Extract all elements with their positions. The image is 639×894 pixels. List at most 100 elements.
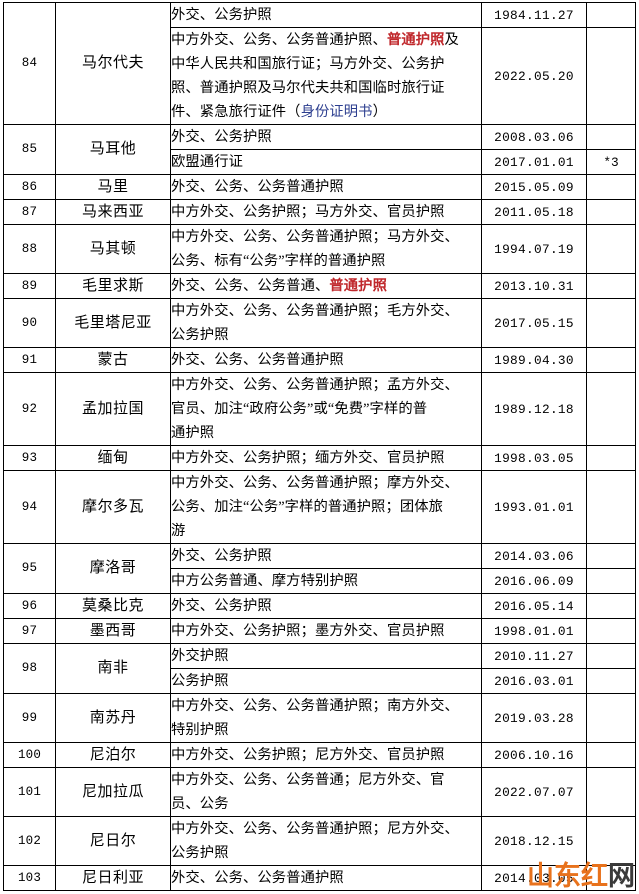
country-name-cell: 马耳他 — [55, 124, 171, 175]
effective-date-cell: 1989.12.18 — [481, 372, 587, 446]
plain-text: 公务、标有“公务”字样的普通护照 — [171, 253, 386, 269]
table-row: 99 南苏丹 中方外交、公务、公务普通护照；南方外交、 特别护照 2019.03.28 — [3, 693, 636, 743]
row-number-cell: 97 — [3, 618, 56, 644]
table-row: 91 蒙古 外交、公务、公务普通护照 1989.04.30 — [3, 347, 636, 373]
footnote-cell — [586, 199, 636, 225]
passport-types-cell: 中方外交、公务、公务普通护照；尼方外交、 公务护照 — [170, 816, 482, 866]
plain-text: 官员、加注“政府公务”或“免费”字样的普 — [171, 401, 428, 417]
country-name-cell: 莫桑比克 — [55, 593, 171, 619]
plain-text: 中华人民共和国旅行证；马方外交、公务护 — [171, 56, 445, 72]
table-row: 中方公务普通、摩方特别护照 2016.06.09 — [4, 568, 636, 594]
passport-types-cell: 外交、公务、公务普通、普通护照 — [170, 273, 482, 299]
table-row: 中方外交、公务、公务普通护照、普通护照及中华人民共和国旅行证；马方外交、公务护照… — [4, 27, 636, 125]
passport-types-line: 员、公务 — [171, 792, 481, 816]
plain-text: 外交、公务护照 — [171, 129, 272, 145]
effective-date-cell: 2022.07.07 — [481, 767, 587, 817]
plain-text: 件、紧急旅行证件（ — [171, 104, 301, 120]
row-number-cell: 88 — [3, 224, 56, 274]
passport-types-line: 外交、公务、公务普通护照 — [171, 866, 481, 890]
passport-types-line: 公务护照 — [171, 323, 481, 347]
row-number-cell: 87 — [3, 199, 56, 225]
plain-text: 外交、公务、公务普通护照 — [171, 870, 344, 886]
plain-text: 中方外交、公务护照；尼方外交、官员护照 — [171, 747, 445, 763]
country-name-cell: 孟加拉国 — [55, 372, 171, 446]
footnote-cell — [586, 593, 636, 619]
table-row: 95 摩洛哥 外交、公务护照 2014.03.06 — [3, 543, 636, 594]
footnote-cell — [586, 174, 636, 200]
effective-date-cell: 2015.05.09 — [481, 174, 587, 200]
table-row: 100 尼泊尔 中方外交、公务护照；尼方外交、官员护照 2006.10.16 — [3, 742, 636, 768]
passport-types-cell: 中方外交、公务护照；马方外交、官员护照 — [170, 199, 482, 225]
passport-types-line: 中华人民共和国旅行证；马方外交、公务护 — [171, 52, 481, 76]
effective-date-cell: 1993.01.01 — [481, 470, 587, 544]
passport-types-line: 游 — [171, 519, 481, 543]
passport-types-line: 公务、加注“公务”字样的普通护照；团体旅 — [171, 495, 481, 519]
country-name-cell: 南非 — [55, 643, 171, 694]
footnote-cell — [586, 273, 636, 299]
footnote-cell — [586, 568, 636, 594]
row-number-cell: 89 — [3, 273, 56, 299]
country-name-cell: 马其顿 — [55, 224, 171, 274]
passport-types-cell: 中方外交、公务、公务普通护照；孟方外交、 官员、加注“政府公务”或“免费”字样的普… — [170, 372, 482, 446]
plain-text: 中方外交、公务、公务普通护照；尼方外交、 — [171, 821, 459, 837]
plain-text: 中方外交、公务、公务普通护照；南方外交、 — [171, 698, 459, 714]
plain-text: 照、普通护照及马尔代夫共和国临时旅行证 — [171, 80, 445, 96]
passport-types-cell: 中方外交、公务、公务普通护照；马方外交、 公务、标有“公务”字样的普通护照 — [170, 224, 482, 274]
passport-types-line: 中方外交、公务、公务普通护照；孟方外交、 — [171, 373, 481, 397]
visa-agreement-table: 84 马尔代夫 外交、公务护照 1984.11.27 中方外交、公务、公务普通护照、普通… — [3, 2, 636, 891]
plain-text: 外交、公务护照 — [171, 548, 272, 564]
plain-text: 中方外交、公务护照；缅方外交、官员护照 — [171, 450, 445, 466]
footnote-cell — [586, 224, 636, 274]
plain-text: 通护照 — [171, 425, 215, 441]
footnote-cell — [586, 470, 636, 544]
footnote-cell — [586, 767, 636, 817]
country-name-cell: 马来西亚 — [55, 199, 171, 225]
footnote-cell — [586, 618, 636, 644]
footnote-cell — [586, 742, 636, 768]
plain-text: 外交护照 — [171, 648, 229, 664]
passport-types-line: 中方外交、公务、公务普通；尼方外交、官 — [171, 768, 481, 792]
table-row: 96 莫桑比克 外交、公务护照 2016.05.14 — [3, 593, 636, 619]
passport-types-cell: 外交、公务护照 — [170, 124, 482, 150]
passport-types-cell: 中方外交、公务、公务普通护照；南方外交、 特别护照 — [170, 693, 482, 743]
effective-date-cell: 2019.03.28 — [481, 693, 587, 743]
row-number-cell: 91 — [3, 347, 56, 373]
country-name-cell: 尼日利亚 — [55, 865, 171, 891]
passport-types-line: 外交、公务护照 — [171, 594, 481, 618]
passport-types-line: 中方公务普通、摩方特别护照 — [171, 569, 481, 593]
footnote-cell — [586, 298, 636, 348]
row-number-cell: 96 — [3, 593, 56, 619]
footnote-cell — [586, 816, 636, 866]
highlighted-blue-text: 身份证明书 — [300, 104, 373, 120]
footnote-cell — [586, 27, 636, 125]
effective-date-cell: 2006.10.16 — [481, 742, 587, 768]
plain-text: ） — [372, 104, 387, 120]
row-number-cell: 99 — [3, 693, 56, 743]
passport-types-line: 中方外交、公务、公务普通护照、普通护照及 — [171, 28, 481, 52]
passport-types-cell: 中方外交、公务护照；墨方外交、官员护照 — [170, 618, 482, 644]
effective-date-cell: 1984.11.27 — [481, 2, 587, 28]
passport-types-cell: 中方外交、公务、公务普通护照；毛方外交、 公务护照 — [170, 298, 482, 348]
passport-types-line: 公务护照 — [171, 669, 481, 693]
passport-types-cell: 中方公务普通、摩方特别护照 — [170, 568, 482, 594]
plain-text: 外交、公务、公务普通、 — [171, 278, 330, 294]
country-name-cell: 马里 — [55, 174, 171, 200]
plain-text: 员、公务 — [171, 796, 229, 812]
row-number-cell: 95 — [3, 543, 56, 594]
plain-text: 中方外交、公务护照；马方外交、官员护照 — [171, 204, 445, 220]
passport-types-cell: 外交、公务护照 — [170, 593, 482, 619]
passport-types-line: 中方外交、公务、公务普通护照；摩方外交、 — [171, 471, 481, 495]
table-row: 97 墨西哥 中方外交、公务护照；墨方外交、官员护照 1998.01.01 — [3, 618, 636, 644]
table-row: 103 尼日利亚 外交、公务、公务普通护照 2014.03.05 — [3, 865, 636, 891]
plain-text: 及 — [444, 32, 459, 48]
footnote-cell — [586, 124, 636, 150]
passport-types-cell: 中方外交、公务、公务普通；尼方外交、官员、公务 — [170, 767, 482, 817]
passport-types-line: 中方外交、公务、公务普通护照；毛方外交、 — [171, 299, 481, 323]
country-name-cell: 马尔代夫 — [55, 2, 171, 125]
effective-date-cell: 2018.12.15 — [481, 816, 587, 866]
effective-date-cell: 1994.07.19 — [481, 224, 587, 274]
plain-text: 中方外交、公务、公务普通护照；孟方外交、 — [171, 377, 459, 393]
row-number-cell: 93 — [3, 445, 56, 471]
passport-types-line: 外交、公务护照 — [171, 125, 481, 149]
country-name-cell: 摩洛哥 — [55, 543, 171, 594]
